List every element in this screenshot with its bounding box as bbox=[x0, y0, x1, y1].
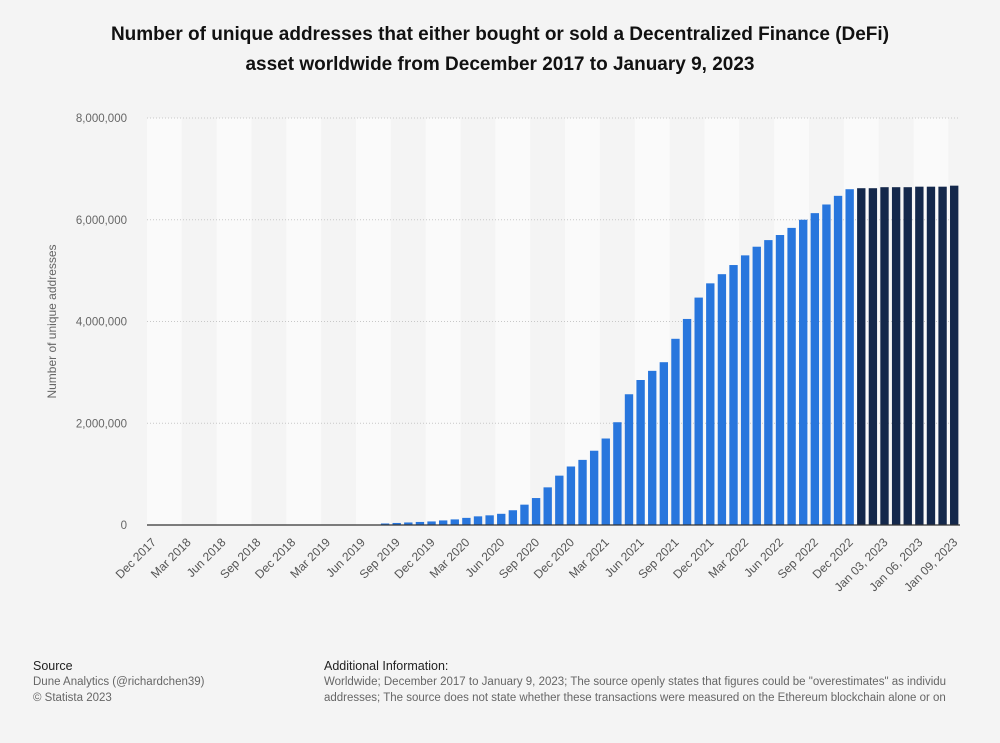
bar bbox=[497, 513, 506, 525]
bar bbox=[729, 265, 738, 525]
bar bbox=[717, 274, 727, 525]
y-axis-label: Number of unique addresses bbox=[45, 244, 59, 398]
plot-band bbox=[251, 118, 287, 525]
y-tick-label: 0 bbox=[121, 520, 127, 532]
chart: Number of unique addresses that either b… bbox=[45, 24, 961, 594]
info-line: addresses; The source does not state whe… bbox=[324, 692, 946, 704]
bar bbox=[601, 438, 610, 525]
bar bbox=[706, 283, 715, 525]
bar bbox=[473, 516, 483, 525]
bar bbox=[404, 522, 413, 525]
info-title: Additional Information: bbox=[324, 659, 449, 673]
bar bbox=[543, 487, 552, 525]
bar bbox=[833, 195, 843, 525]
bar bbox=[682, 318, 692, 525]
bar bbox=[950, 185, 959, 525]
y-tick-label: 8,000,000 bbox=[76, 113, 127, 125]
bar bbox=[775, 235, 785, 525]
bar bbox=[462, 517, 471, 525]
bar bbox=[787, 227, 796, 525]
source-title: Source bbox=[33, 659, 73, 673]
plot-band bbox=[181, 118, 217, 525]
bar bbox=[799, 219, 808, 525]
bar bbox=[613, 422, 622, 525]
y-tick-label: 2,000,000 bbox=[76, 418, 127, 430]
bar bbox=[589, 450, 599, 525]
y-tick-label: 6,000,000 bbox=[76, 215, 127, 227]
bar bbox=[764, 240, 773, 525]
title-line: asset worldwide from December 2017 to Ja… bbox=[245, 54, 754, 75]
bar bbox=[636, 380, 645, 525]
source-line: Dune Analytics (@richardchen39) bbox=[33, 676, 205, 688]
bar bbox=[508, 510, 518, 525]
bar bbox=[671, 338, 680, 525]
bar bbox=[392, 522, 401, 525]
bar bbox=[938, 186, 947, 525]
bar bbox=[926, 186, 936, 525]
bar bbox=[648, 370, 657, 525]
plot-band bbox=[147, 118, 182, 525]
bar bbox=[578, 459, 587, 525]
y-tick-label: 4,000,000 bbox=[76, 317, 127, 329]
bar bbox=[903, 187, 912, 525]
bar bbox=[822, 204, 831, 526]
bar bbox=[810, 213, 820, 526]
info-line: Worldwide; December 2017 to January 9, 2… bbox=[324, 676, 947, 688]
bar bbox=[868, 188, 878, 525]
bar bbox=[915, 186, 924, 525]
bar bbox=[485, 515, 494, 525]
bar bbox=[520, 504, 529, 525]
bar bbox=[845, 189, 854, 525]
chart-title: Number of unique addresses that either b… bbox=[111, 24, 889, 75]
bar bbox=[566, 466, 576, 525]
bar bbox=[555, 475, 564, 525]
bar bbox=[857, 188, 866, 525]
bar bbox=[450, 519, 459, 525]
bar bbox=[880, 187, 889, 525]
bar bbox=[624, 394, 634, 525]
bar bbox=[415, 521, 425, 525]
plot-band bbox=[356, 118, 391, 525]
bar bbox=[380, 523, 390, 525]
title-line: Number of unique addresses that either b… bbox=[111, 24, 889, 45]
bar bbox=[891, 187, 901, 525]
source: Source Dune Analytics (@richardchen39) ©… bbox=[33, 658, 204, 706]
bar bbox=[531, 498, 541, 525]
source-line: © Statista 2023 bbox=[33, 692, 112, 704]
bar bbox=[659, 362, 669, 525]
plot-band bbox=[425, 118, 461, 525]
plot-band bbox=[530, 118, 566, 525]
bar bbox=[427, 521, 436, 525]
bar bbox=[740, 255, 750, 526]
info: Additional Information: Worldwide; Decem… bbox=[324, 658, 1000, 706]
bar bbox=[752, 246, 761, 525]
bar bbox=[694, 297, 703, 525]
bar bbox=[438, 520, 448, 525]
plot-band bbox=[321, 118, 357, 525]
